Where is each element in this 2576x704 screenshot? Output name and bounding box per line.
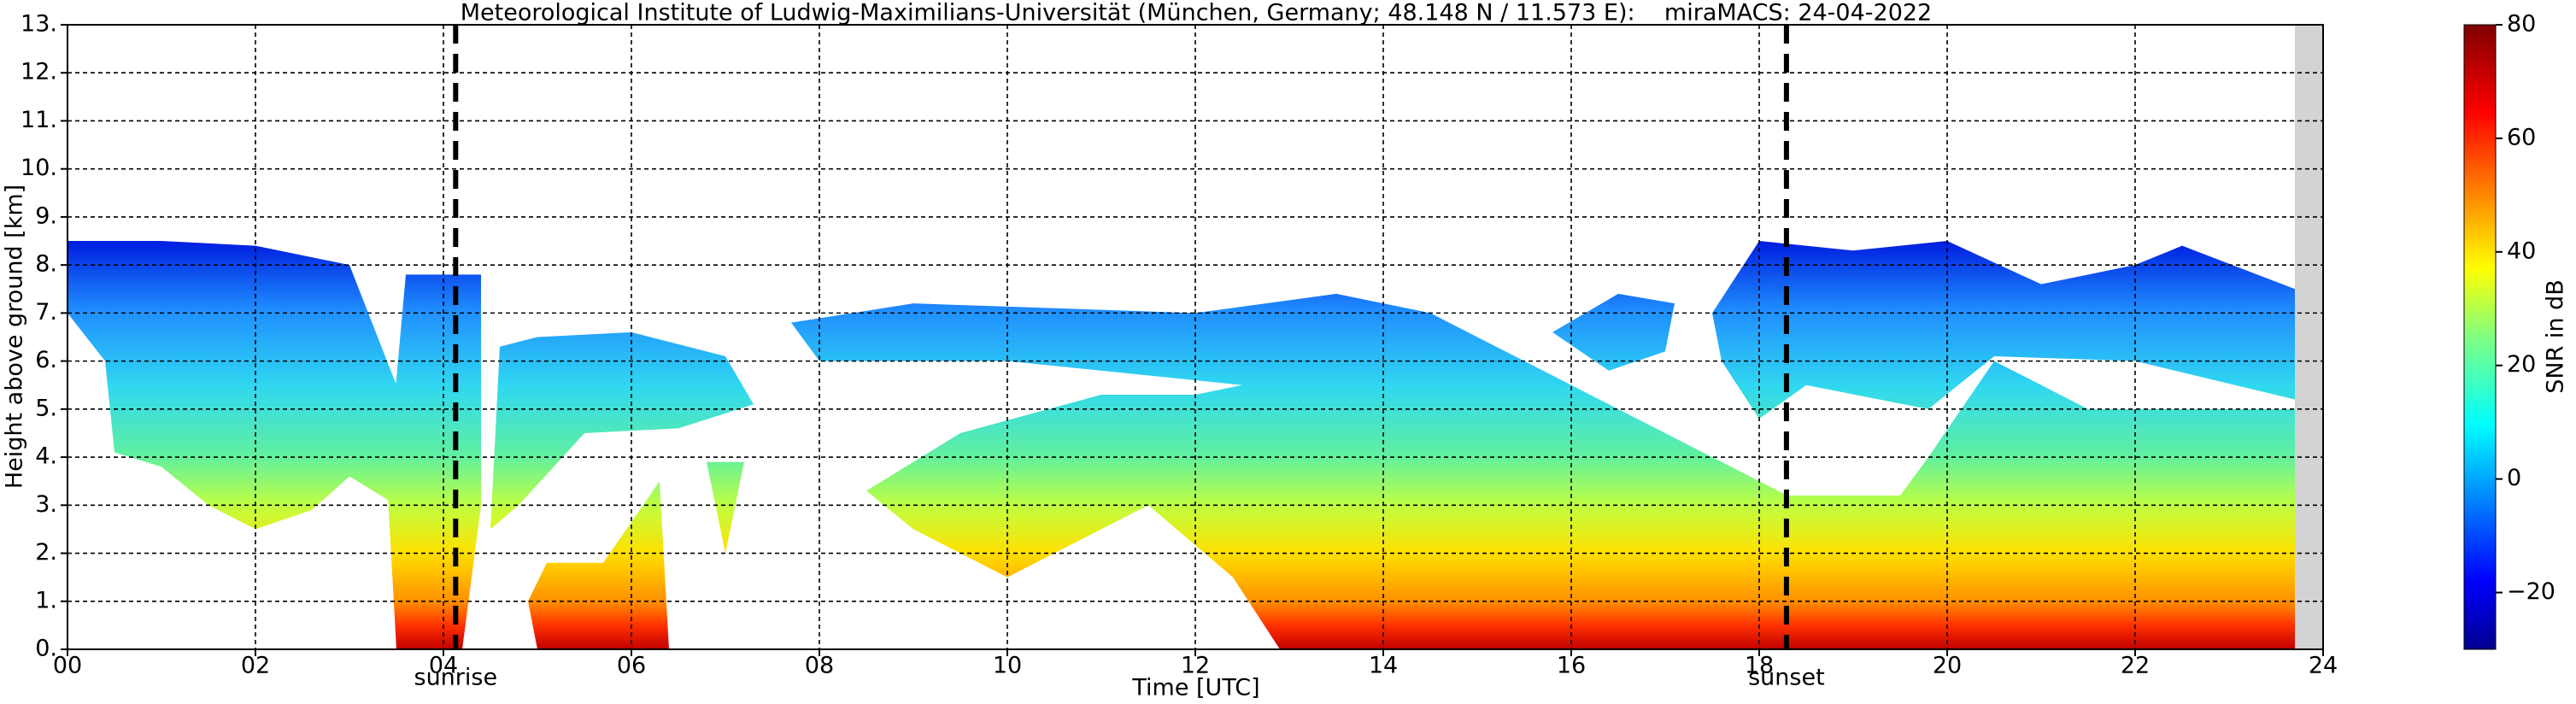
y-tick-label: 13. <box>21 11 57 38</box>
echo-region <box>1712 241 2295 419</box>
y-tick-label: 12. <box>21 59 57 85</box>
colorbar-tick-label: −20 <box>2507 578 2555 605</box>
echo-region <box>67 241 396 530</box>
y-tick-label: 1. <box>35 587 57 613</box>
echo-region <box>387 274 481 649</box>
y-tick-label: 2. <box>35 539 57 566</box>
y-tick-label: 10. <box>21 155 57 181</box>
no-data-strip <box>2295 25 2323 649</box>
echo-region <box>707 461 744 554</box>
x-tick-label: 06 <box>617 653 646 679</box>
x-tick-label: 14 <box>1369 653 1398 679</box>
x-tick-label: 18 <box>1745 653 1774 679</box>
y-tick-label: 8. <box>35 251 57 278</box>
chart-title: Meteorological Institute of Ludwig-Maxim… <box>461 0 1933 26</box>
colorbar-frame <box>2463 24 2497 650</box>
echo-region <box>490 331 754 530</box>
y-tick-label: 7. <box>35 299 57 326</box>
y-axis-label: Height above ground [km] <box>2 185 28 489</box>
x-axis-label: Time [UTC] <box>1131 675 1259 701</box>
x-tick-label: 24 <box>2309 653 2338 679</box>
echo-region <box>528 481 669 649</box>
colorbar <box>2464 25 2496 649</box>
y-tick-label: 4. <box>35 443 57 470</box>
x-tick-label: 16 <box>1557 653 1586 679</box>
colorbar-label: SNR in dB <box>2543 279 2569 394</box>
colorbar-tick-label: 20 <box>2507 351 2536 378</box>
y-tick-label: 5. <box>35 395 57 421</box>
x-tick-label: 02 <box>241 653 270 679</box>
y-tick-label: 0. <box>35 636 57 662</box>
colorbar-tick-label: 0 <box>2507 465 2521 491</box>
x-tick-label: 10 <box>993 653 1022 679</box>
echo-region <box>791 293 2295 649</box>
x-tick-label: 08 <box>805 653 834 679</box>
x-tick-label: 12 <box>1181 653 1210 679</box>
colorbar-tick-label: 40 <box>2507 238 2536 264</box>
y-tick-label: 6. <box>35 347 57 373</box>
x-tick-label: 22 <box>2121 653 2150 679</box>
y-tick-label: 9. <box>35 202 57 229</box>
x-tick-label: 00 <box>53 653 82 679</box>
colorbar-tick-label: 60 <box>2507 124 2536 150</box>
event-label: sunrise <box>414 665 498 691</box>
y-tick-label: 3. <box>35 491 57 518</box>
x-tick-label: 04 <box>429 653 458 679</box>
event-label: sunset <box>1748 665 1825 691</box>
plot-frame <box>67 24 2324 650</box>
radar-field <box>67 241 2295 649</box>
x-tick-label: 20 <box>1933 653 1962 679</box>
colorbar-tick-label: 80 <box>2507 11 2536 38</box>
y-tick-label: 11. <box>21 107 57 133</box>
